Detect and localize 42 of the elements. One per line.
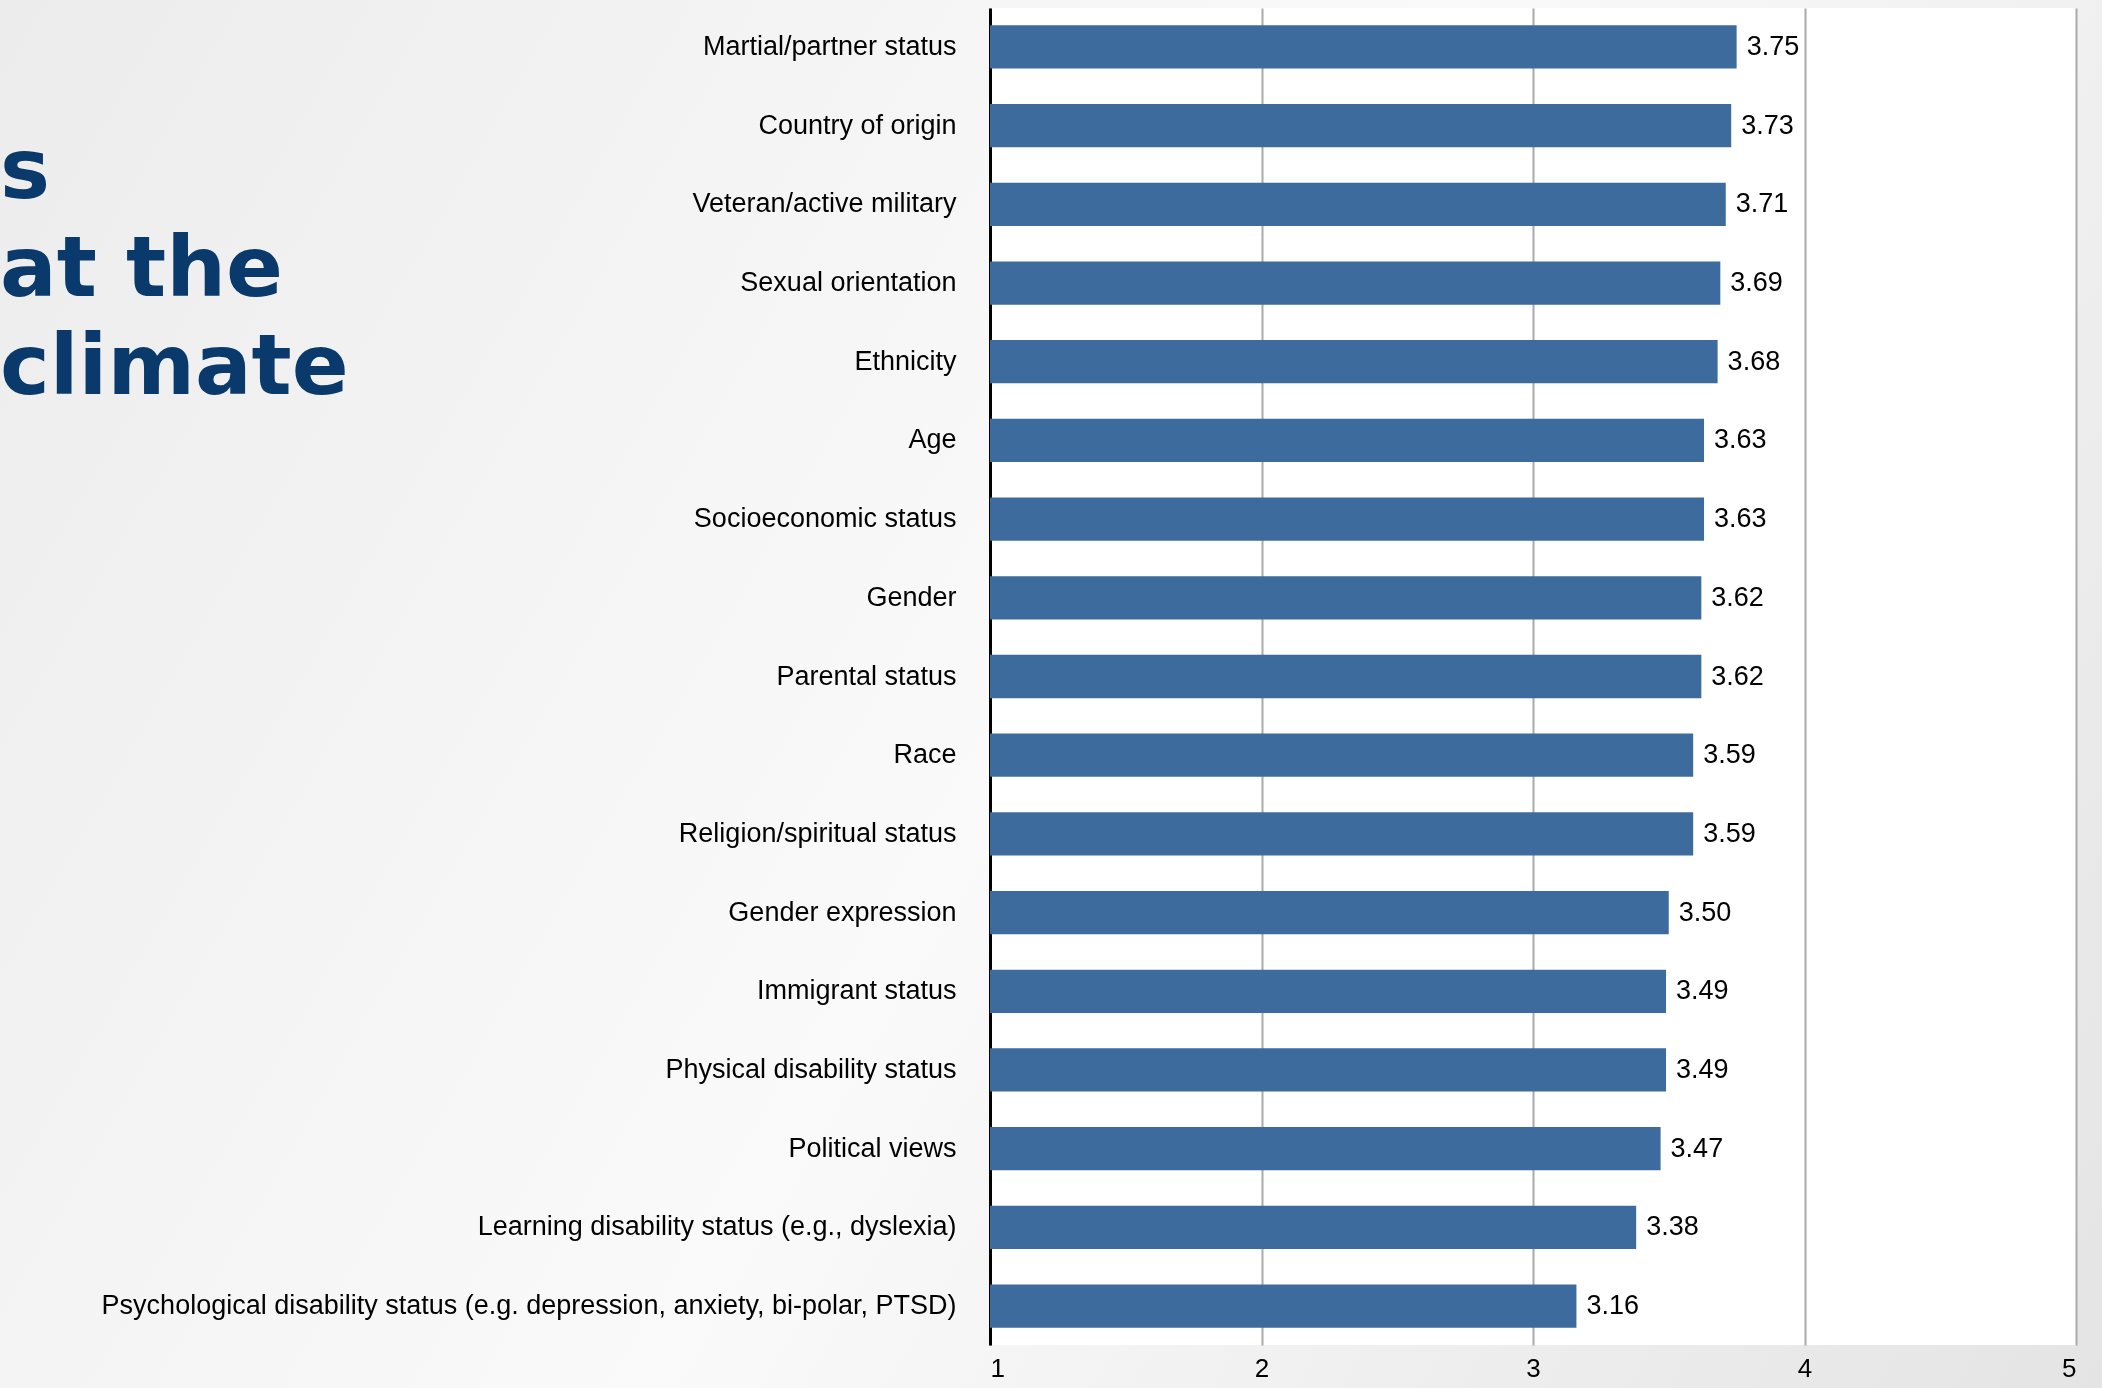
data-label: 3.71 <box>1735 188 1789 219</box>
data-label: 3.16 <box>1586 1290 1639 1321</box>
y-tick-label: Ethnicity <box>854 345 957 376</box>
x-tick-label: 2 <box>1254 1352 1270 1383</box>
x-tick-label: 1 <box>990 1352 1005 1383</box>
x-tick-label: 3 <box>1526 1352 1541 1383</box>
data-label: 3.47 <box>1670 1132 1724 1163</box>
text: s <box>0 120 51 218</box>
x-tick-label: 5 <box>2062 1352 2077 1383</box>
data-label: 3.62 <box>1711 660 1764 691</box>
data-label: 3.75 <box>1746 30 1800 61</box>
data-label: 3.50 <box>1678 896 1732 927</box>
text: climate <box>0 316 349 414</box>
data-label: 3.73 <box>1741 109 1794 140</box>
data-label: 3.68 <box>1727 345 1781 376</box>
y-tick-label: Physical disability status <box>665 1053 957 1084</box>
y-tick-label: Gender <box>866 581 957 612</box>
y-tick-label: Political views <box>788 1132 957 1163</box>
y-tick-label: Martial/partner status <box>702 30 957 61</box>
y-tick-label: Age <box>908 424 957 455</box>
y-tick-label: Parental status <box>776 660 957 691</box>
data-label: 3.62 <box>1711 581 1764 612</box>
x-tick-label: 4 <box>1797 1352 1813 1383</box>
y-tick-label: Veteran/active military <box>692 188 957 219</box>
y-tick-label: Socioeconomic status <box>693 503 957 534</box>
y-tick-label: Sexual orientation <box>740 267 957 298</box>
data-label: 3.49 <box>1676 1053 1729 1084</box>
text: at the <box>0 218 284 316</box>
y-tick-label: Country of origin <box>758 109 957 140</box>
y-tick-label: Immigrant status <box>756 975 957 1006</box>
data-label: 3.59 <box>1703 739 1756 770</box>
y-tick-label: Gender expression <box>728 896 957 927</box>
data-label: 3.38 <box>1646 1211 1699 1242</box>
y-tick-label: Learning disability status (e.g., dyslexia) <box>477 1211 957 1242</box>
y-tick-label: Religion/spiritual status <box>678 817 957 848</box>
data-label: 3.63 <box>1714 424 1767 455</box>
data-label: 3.59 <box>1703 817 1756 848</box>
data-label: 3.69 <box>1730 267 1783 298</box>
data-label: 3.49 <box>1676 975 1729 1006</box>
y-tick-label: Race <box>893 739 957 770</box>
y-tick-label: Psychological disability status (e.g. depression, anxiety, bi-polar, PTSD) <box>101 1290 957 1321</box>
data-label: 3.63 <box>1714 503 1767 534</box>
